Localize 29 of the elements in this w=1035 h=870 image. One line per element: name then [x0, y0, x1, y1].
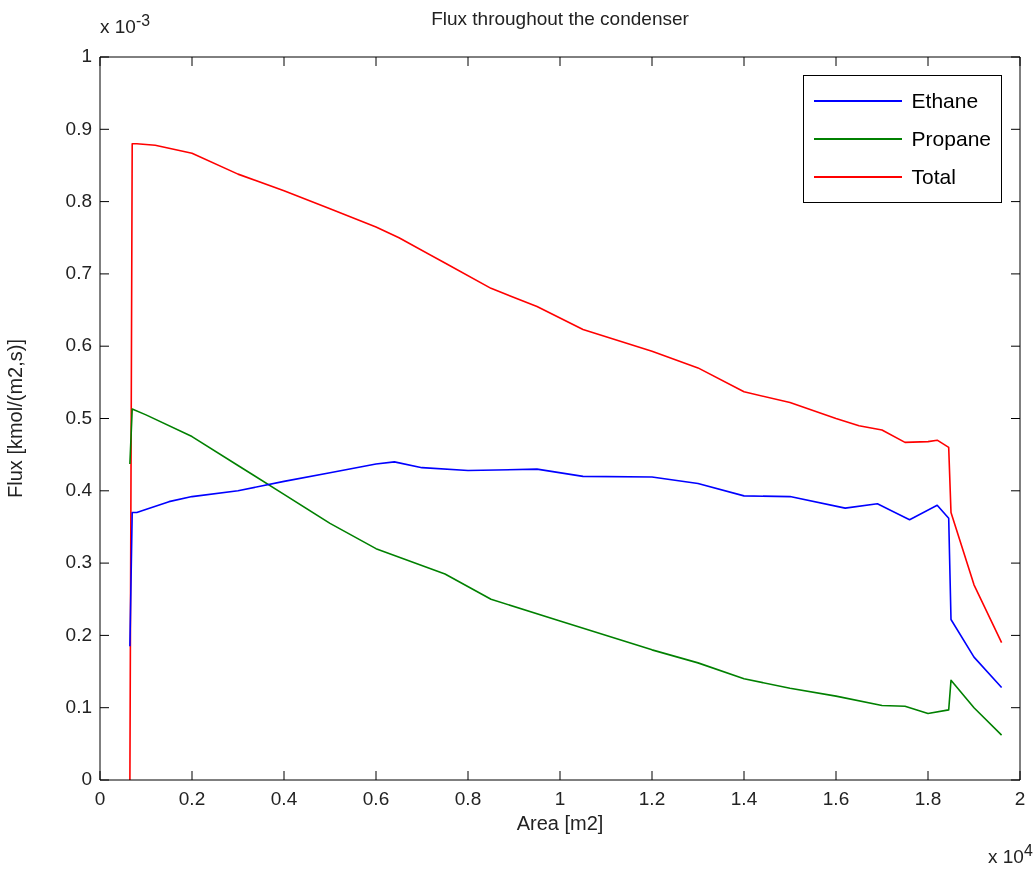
x-tick-label: 2	[1014, 787, 1026, 809]
y-tick-label: 0.7	[65, 262, 92, 284]
x-tick-label: 1	[554, 787, 566, 809]
legend-label: Ethane	[911, 89, 979, 113]
chart-title: Flux throughout the condenser	[431, 8, 689, 29]
x-tick-label: 1.2	[638, 787, 666, 809]
y-tick-label: 0.2	[65, 623, 92, 645]
y-tick-label: 0.8	[65, 189, 92, 211]
y-tick-label: 0	[81, 768, 92, 790]
y-tick-label: 0.5	[65, 406, 92, 428]
text: x 10$^{4}$	[988, 842, 1033, 869]
x-tick-label: 1.8	[914, 787, 942, 809]
x-tick-label: 1.6	[822, 787, 850, 809]
legend-label: Propane	[911, 127, 991, 151]
y-tick-label: 0.9	[65, 117, 92, 139]
legend-label: Total	[911, 165, 956, 189]
y-tick-label: 0.4	[65, 479, 93, 501]
x-tick-label: 0.4	[270, 787, 298, 809]
y-tick-label: 0.3	[65, 551, 92, 573]
x-tick-label: 0.2	[178, 787, 206, 809]
x-tick-label: 0.8	[454, 787, 482, 809]
text: x 10$^{-3}$	[100, 12, 150, 39]
y-tick-label: 0.6	[65, 334, 92, 356]
x-tick-label: 1.4	[730, 787, 758, 809]
x-tick-label: 0.6	[362, 787, 390, 809]
y-tick-label: 0.1	[65, 695, 92, 717]
y-axis-title: Flux [kmol/(m2,s)]	[3, 339, 26, 498]
y-tick-label: 1	[81, 45, 92, 67]
x-axis-title: Area [m2]	[516, 811, 604, 834]
